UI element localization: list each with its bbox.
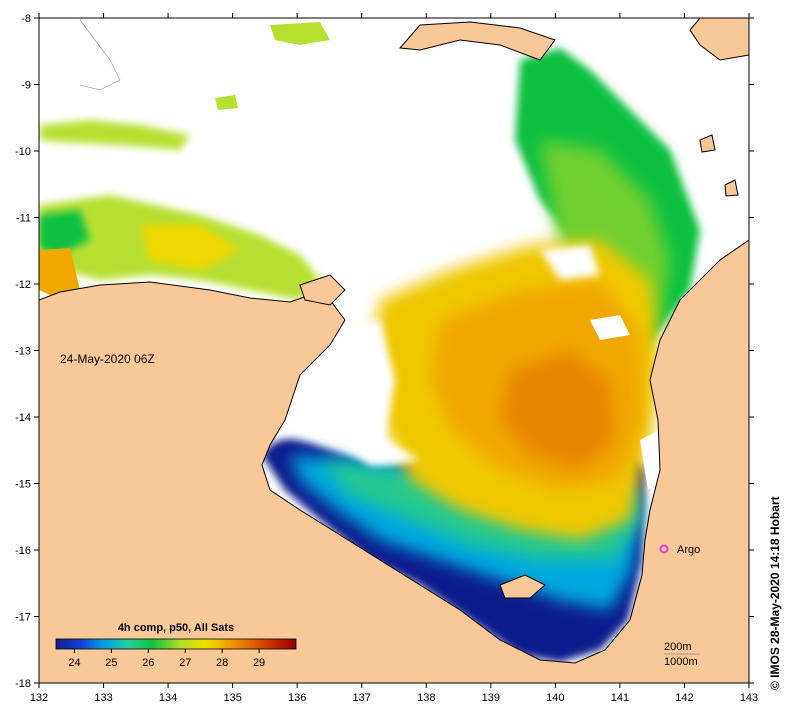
coast-trace [79,19,121,91]
y-tick-label: -12 [15,279,31,291]
sst-field [39,22,700,662]
colorbar-ticks: 24 25 26 27 28 29 [68,649,265,669]
x-axis: 132 133 134 135 136 137 138 139 140 141 142 143 [30,13,758,704]
y-tick-label: -13 [15,346,31,358]
depth-200m-label: 200m [664,641,692,653]
x-tick-label: 138 [417,692,435,704]
y-tick-label: -14 [15,412,31,424]
x-tick-label: 142 [675,692,693,704]
argo-marker: Argo [659,544,700,556]
x-tick-label: 132 [30,692,48,704]
x-tick-label: 143 [740,692,758,704]
x-tick-label: 134 [159,692,177,704]
x-tick-label: 137 [353,692,371,704]
argo-float-icon [659,544,669,554]
map-plot-area [39,18,749,683]
colorbar-tick-label: 28 [216,657,228,669]
y-tick-label: -17 [15,612,31,624]
y-tick-label: -11 [16,213,31,225]
x-tick-label: 133 [94,692,112,704]
argo-label: Argo [677,544,700,556]
x-tick-label: 140 [546,692,564,704]
x-tick-label: 135 [223,692,241,704]
colorbar-tick-label: 25 [105,657,117,669]
x-tick-label: 141 [611,692,629,704]
depth-1000m-label: 1000m [664,656,698,668]
colorbar-tick-label: 24 [68,657,80,669]
y-tick-label: -10 [15,146,31,158]
y-tick-label: -18 [15,678,31,690]
colorbar-title: 4h comp, p50, All Sats [118,622,234,634]
colorbar-tick-label: 27 [179,657,191,669]
depth-legend: 200m 1000m [664,641,700,668]
y-tick-label: -16 [15,545,31,557]
date-label: 24-May-2020 06Z [60,352,155,366]
colorbar-tick-label: 26 [142,657,154,669]
x-tick-label: 136 [288,692,306,704]
colorbar-ramp [55,638,297,650]
x-tick-label: 139 [482,692,500,704]
colorbar-tick-label: 29 [253,657,265,669]
credit-label: © IMOS 28-May-2020 14:18 Hobart [768,496,782,690]
colorbar: 4h comp, p50, All Sats 24 25 26 27 28 29 [55,622,297,669]
y-tick-label: -9 [21,80,31,92]
y-tick-label: -15 [15,479,31,491]
y-tick-label: -8 [21,13,31,25]
y-axis: -8 -9 -10 -11 -12 -13 -14 -15 -16 -17 -18 [15,13,754,690]
land-areas [39,18,749,683]
